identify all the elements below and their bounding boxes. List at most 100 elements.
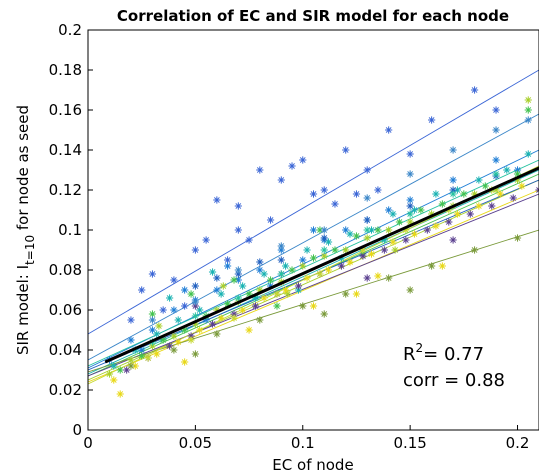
x-tick-label: 0.2 <box>506 434 530 452</box>
series-4-point-7 <box>245 290 253 298</box>
series-3-point-4 <box>174 316 182 324</box>
series-10-point-4 <box>277 270 285 278</box>
series-4-point-16 <box>438 200 446 208</box>
series-2-point-9 <box>277 246 285 254</box>
series-12-point-7 <box>406 170 414 178</box>
series-7-point-19 <box>509 194 517 202</box>
series-4-point-6 <box>223 300 232 308</box>
series-2-point-6 <box>213 286 221 294</box>
series-1-point-29 <box>331 200 339 208</box>
series-8-point-1 <box>127 362 135 370</box>
y-tick-label: 0.08 <box>49 261 82 279</box>
series-2-point-15 <box>406 196 414 204</box>
series-1-point-3 <box>191 246 199 254</box>
series-1-point-5 <box>234 226 242 234</box>
y-tick-label: 0.16 <box>49 101 82 119</box>
series-4-point-20 <box>524 106 532 114</box>
series-4-point-8 <box>266 276 275 284</box>
series-3-point-19 <box>503 166 511 174</box>
series-12-point-3 <box>234 266 242 274</box>
series-6-point-21 <box>116 390 124 398</box>
series-6-point-23 <box>245 326 253 334</box>
series-8-point-5 <box>299 302 307 310</box>
series-6-point-6 <box>217 314 225 322</box>
r-squared-annotation: R2= 0.77 <box>403 341 484 365</box>
series-9-point-9 <box>449 186 457 194</box>
series-11-point-5 <box>316 270 324 278</box>
y-axis-label-rest: for node as seed <box>14 105 32 235</box>
series-5-point-14 <box>385 226 393 234</box>
series-1-point-21 <box>159 306 167 314</box>
series-6-point-13 <box>367 250 376 258</box>
series-1-point-14 <box>428 116 436 124</box>
r2-value: = 0.77 <box>423 344 484 365</box>
series-1-point-2 <box>170 276 178 284</box>
series-2-point-19 <box>181 286 189 294</box>
series-3-point-17 <box>453 186 461 194</box>
series-6-point-11 <box>324 266 333 274</box>
series-11-point-1 <box>144 354 152 362</box>
series-7-point-23 <box>449 236 457 244</box>
series-10-point-5 <box>320 246 328 254</box>
series-7-point-12 <box>359 252 367 260</box>
series-6-point-24 <box>309 302 318 310</box>
series-5-point-20 <box>513 176 522 184</box>
series-7-point-15 <box>423 226 431 234</box>
series-1-point-16 <box>492 106 500 114</box>
series-4-point-19 <box>513 170 522 178</box>
series-6-point-17 <box>453 210 461 218</box>
series-8-point-6 <box>342 290 350 298</box>
series-4-point-9 <box>288 266 296 274</box>
series-1-point-7 <box>277 176 285 184</box>
series-12-point-8 <box>449 146 457 154</box>
y-axis-label-main: SIR model: I <box>14 265 32 355</box>
series-1-fit-line <box>88 69 539 335</box>
series-8-point-8 <box>428 262 436 270</box>
series-11-point-7 <box>402 226 410 234</box>
series-6-point-20 <box>518 182 526 190</box>
series-5-point-13 <box>363 234 371 242</box>
series-3-point-11 <box>324 238 333 246</box>
series-6-point-1 <box>110 376 118 384</box>
series-6-point-7 <box>239 306 247 314</box>
series-8-fit-line <box>88 229 539 373</box>
series-1-point-12 <box>385 126 393 134</box>
series-4-point-1 <box>116 366 124 374</box>
series-5-point-16 <box>428 210 436 218</box>
series-3-point-15 <box>410 206 419 214</box>
series-10-point-3 <box>234 294 242 302</box>
series-2-point-4 <box>170 306 178 314</box>
series-5-point-11 <box>320 252 328 260</box>
series-4-point-26 <box>148 310 157 318</box>
series-4-point-15 <box>417 206 425 214</box>
series-10-point-9 <box>492 170 500 178</box>
series-5-point-8 <box>256 286 264 294</box>
series-12-point-6 <box>363 194 371 202</box>
series-7-point-5 <box>208 320 217 328</box>
series-6-point-22 <box>181 358 189 366</box>
series-11-point-8 <box>445 206 453 214</box>
series-3-point-20 <box>524 150 532 158</box>
series-2-point-10 <box>299 256 307 264</box>
series-5-point-1 <box>105 370 114 378</box>
series-1-point-13 <box>406 150 414 158</box>
series-4-point-18 <box>481 182 489 190</box>
series-2-point-20 <box>223 262 232 270</box>
series-1-point-15 <box>470 86 479 94</box>
series-7-point-11 <box>337 262 346 270</box>
series-9-point-6 <box>320 234 328 242</box>
series-3-point-1 <box>110 362 118 370</box>
x-tick-label: 0.15 <box>393 434 426 452</box>
series-1-point-4 <box>213 196 221 204</box>
series-3-point-10 <box>303 246 311 254</box>
series-7-point-14 <box>402 236 410 244</box>
series-3-point-5 <box>196 306 204 314</box>
series-2-point-18 <box>513 166 522 174</box>
series-8-point-13 <box>406 286 414 294</box>
y-tick-label: 0.18 <box>49 61 82 79</box>
series-3-point-22 <box>208 268 217 276</box>
overall-fit-line <box>104 166 539 364</box>
series-3-point-8 <box>260 270 268 278</box>
series-5-fit-line <box>88 179 539 381</box>
series-5-point-10 <box>299 262 307 270</box>
